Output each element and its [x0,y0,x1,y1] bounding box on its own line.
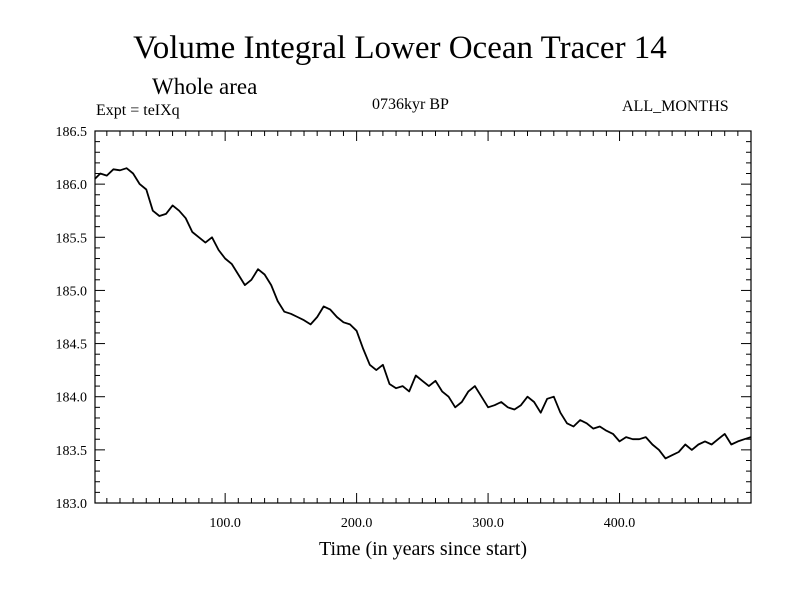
axis-ticks: 100.0 200.0 300.0 400.0 183.0 183.5 184.0 184.5… [56,125,751,531]
months-label: ALL_MONTHS [622,98,729,115]
y-tick-label: 186.0 [56,178,88,193]
y-tick-label: 184.5 [56,338,88,353]
series-layer [94,167,752,460]
y-tick-label: 185.0 [56,284,88,299]
x-tick-label: 300.0 [472,516,504,531]
experiment-label: Expt = teIXq [96,102,180,119]
x-axis-label: Time (in years since start) [318,538,528,560]
y-tick-label: 183.0 [56,497,88,512]
chart-subtitle: Whole area [152,74,258,99]
y-tick-label: 184.0 [56,391,88,406]
plot-frame [94,130,752,504]
chart-title: Volume Integral Lower Ocean Tracer 14 [133,30,667,66]
series-line [94,167,752,460]
x-tick-label: 100.0 [209,516,241,531]
y-tick-label: 183.5 [56,444,88,459]
y-tick-label: 185.5 [56,231,88,246]
x-tick-label: 400.0 [604,516,636,531]
y-tick-label: 186.5 [56,125,88,140]
period-label: 0736kyr BP [372,96,449,113]
x-tick-label: 200.0 [341,516,373,531]
